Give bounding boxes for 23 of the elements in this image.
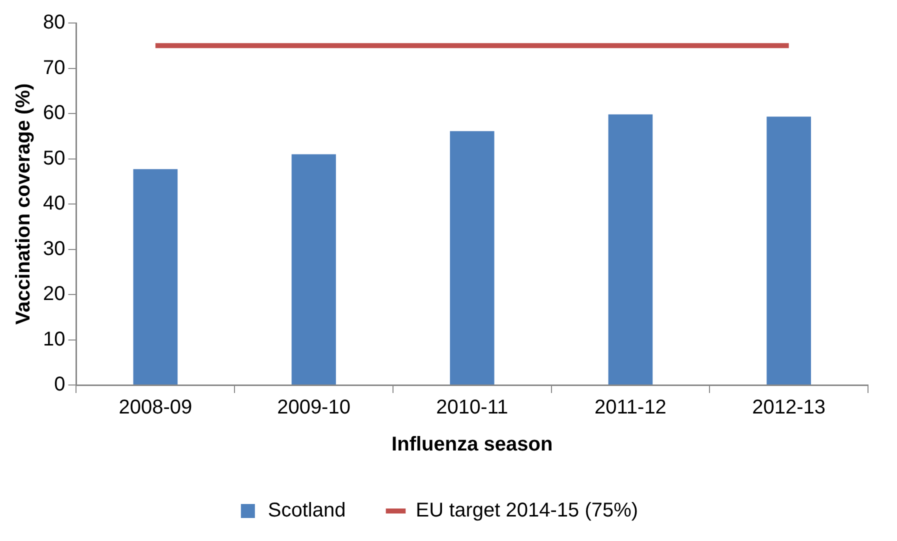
y-tick-label: 40 xyxy=(42,192,66,215)
y-tick-label: 0 xyxy=(54,374,66,396)
x-tick-label: 2008-09 xyxy=(118,396,192,419)
y-tick-label: 70 xyxy=(42,56,66,79)
x-tick-label: 2010-11 xyxy=(436,396,508,419)
y-tick-label: 20 xyxy=(42,283,66,306)
y-tick-label: 80 xyxy=(42,12,66,34)
x-tick-label: 2011-12 xyxy=(594,396,666,419)
bar xyxy=(133,169,178,384)
y-tick-label: 10 xyxy=(42,328,66,350)
y-tick-label: 60 xyxy=(42,102,66,124)
y-tick-label: 30 xyxy=(42,238,66,260)
bar xyxy=(292,154,336,384)
bar xyxy=(608,114,653,384)
legend-label: EU target 2014-15 (75%) xyxy=(416,500,638,522)
x-axis-title: Influenza season xyxy=(392,434,553,456)
y-tick-label: 50 xyxy=(42,147,66,170)
bar xyxy=(450,131,494,384)
x-tick-label: 2012-13 xyxy=(752,396,826,419)
x-tick-label: 2009-10 xyxy=(277,396,350,419)
bar xyxy=(766,116,811,384)
y-axis-title: Vaccination coverage (%) xyxy=(12,83,35,325)
legend-label: Scotland xyxy=(268,500,346,522)
